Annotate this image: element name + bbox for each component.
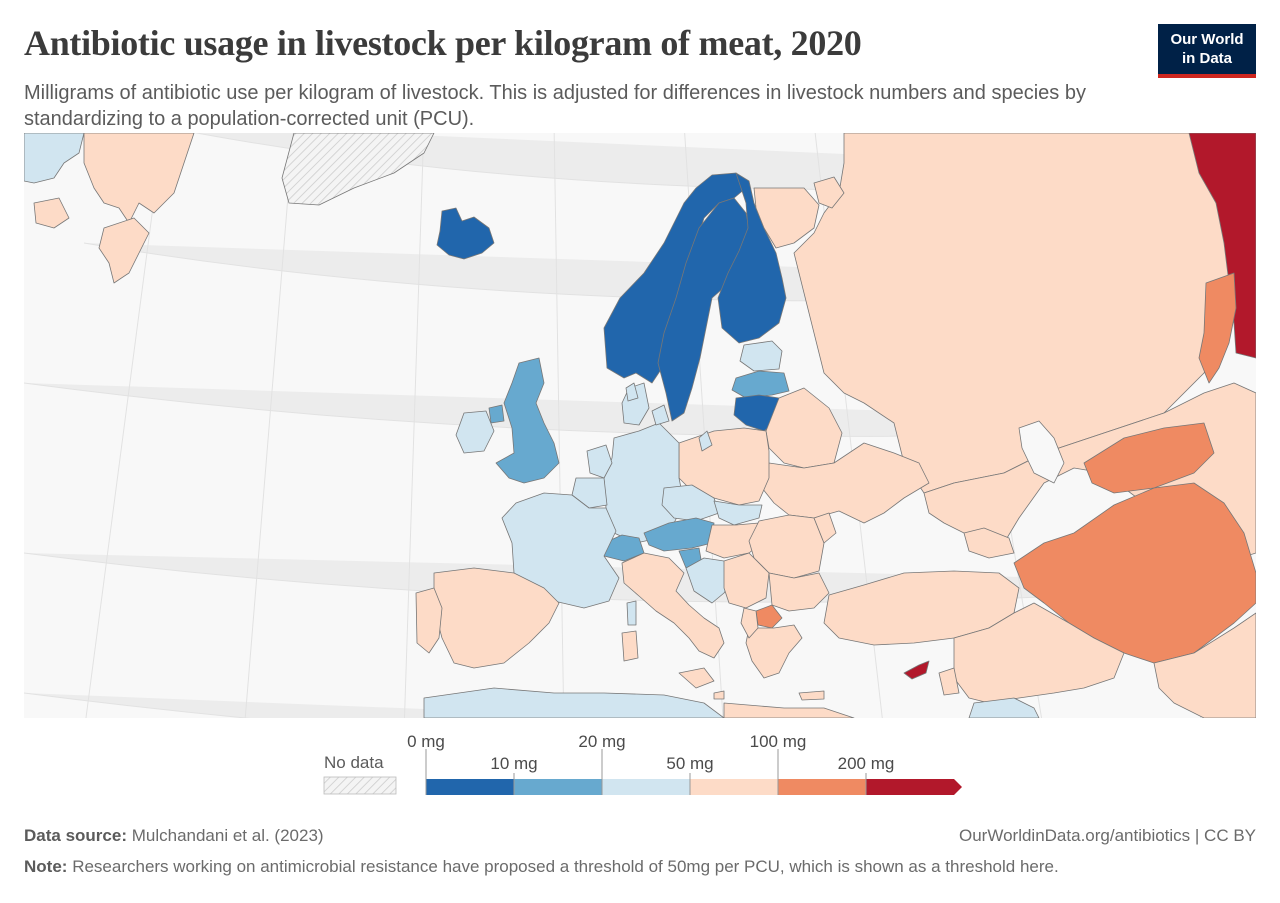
region-spain <box>433 567 560 669</box>
legend: No data 0 mg 10 mg 20 mg 50 mg 100 mg 200 mg <box>0 725 1280 805</box>
legend-no-data-swatch <box>323 776 397 795</box>
region-serbia <box>723 552 770 609</box>
region-svalbard <box>281 133 435 206</box>
region-netherlands <box>586 444 613 479</box>
legend-swatch-4[interactable] <box>778 779 866 795</box>
region-moldova <box>813 512 837 544</box>
region-albania <box>740 607 759 639</box>
legend-swatch-5[interactable] <box>866 779 962 795</box>
source-url[interactable]: OurWorldinData.org/antibiotics | CC BY <box>959 826 1256 845</box>
legend-swatch-3[interactable] <box>690 779 778 795</box>
caspian-sea <box>1018 420 1065 484</box>
map-svg <box>24 133 1256 718</box>
region-arabia <box>1153 612 1256 718</box>
map-regions <box>24 133 1256 718</box>
legend-svg: No data 0 mg 10 mg 20 mg 50 mg 100 mg 200 mg <box>323 732 962 795</box>
region-italy <box>621 552 725 659</box>
region-kazakhstan-east <box>1198 272 1237 384</box>
region-north-africa <box>423 687 725 718</box>
choropleth-map[interactable] <box>24 133 1256 718</box>
region-russia-white-sea <box>813 176 845 209</box>
region-denmark-2 <box>651 404 670 426</box>
logo-line-1: Our World <box>1170 31 1244 48</box>
region-libya <box>723 702 855 718</box>
region-greece <box>745 624 803 679</box>
region-egypt <box>968 697 1040 718</box>
legend-label-0: 0 mg <box>407 732 445 751</box>
legend-label-4: 100 mg <box>750 732 807 751</box>
page-title: Antibiotic usage in livestock per kilogr… <box>24 23 862 63</box>
region-gotland <box>698 430 713 452</box>
legend-label-5: 200 mg <box>838 754 895 773</box>
region-uzbekistan <box>1083 422 1215 494</box>
footnote: Note: Researchers working on antimicrobi… <box>24 857 1059 877</box>
region-ireland <box>455 410 495 454</box>
data-source-label: Data source: <box>24 826 127 845</box>
region-slovakia <box>713 500 763 526</box>
legend-swatch-1[interactable] <box>514 779 602 795</box>
region-baltic-island <box>625 382 639 402</box>
legend-bins: 0 mg 10 mg 20 mg 50 mg 100 mg 200 mg <box>407 732 962 795</box>
logo-accent-bar <box>1158 74 1256 78</box>
region-northern-ireland <box>488 404 505 424</box>
region-cyprus <box>903 660 930 680</box>
region-bulgaria <box>768 572 830 612</box>
region-portugal <box>415 587 443 654</box>
region-romania <box>748 514 825 579</box>
data-source-text[interactable]: Mulchandani et al. (2023) <box>131 826 324 845</box>
region-malta <box>713 690 725 700</box>
region-belgium <box>571 477 608 509</box>
logo-line-2: in Data <box>1181 50 1232 67</box>
legend-swatch-0[interactable] <box>426 779 514 795</box>
region-greenland-3 <box>33 197 70 229</box>
region-czechia <box>661 484 720 522</box>
region-sardinia <box>621 630 639 662</box>
region-russia-kola <box>753 187 820 249</box>
region-crete <box>798 690 825 701</box>
region-sicily <box>678 667 715 689</box>
region-latvia <box>731 370 790 399</box>
legend-no-data-label: No data <box>324 753 384 772</box>
owid-logo[interactable]: Our World in Data <box>1158 24 1256 78</box>
region-greenland <box>83 133 195 224</box>
legend-label-1: 10 mg <box>490 754 537 773</box>
region-iceland <box>436 207 495 260</box>
region-estonia <box>739 340 783 372</box>
region-united-kingdom <box>495 357 560 484</box>
region-corsica <box>626 600 637 626</box>
region-lebanon <box>938 667 960 696</box>
region-georgia <box>963 527 1015 559</box>
region-middle-east <box>953 602 1125 704</box>
region-france <box>501 492 620 609</box>
note-label: Note: <box>24 857 68 876</box>
data-source: Data source: Mulchandani et al. (2023) <box>24 826 324 846</box>
note-text: Researchers working on antimicrobial res… <box>72 857 1059 876</box>
legend-label-2: 20 mg <box>578 732 625 751</box>
region-greenland-2 <box>98 217 150 284</box>
legend-swatch-2[interactable] <box>602 779 690 795</box>
page-subtitle: Milligrams of antibiotic use per kilogra… <box>24 82 1086 130</box>
region-north-america <box>24 133 85 184</box>
region-ukraine <box>761 442 930 524</box>
legend-label-3: 50 mg <box>666 754 713 773</box>
